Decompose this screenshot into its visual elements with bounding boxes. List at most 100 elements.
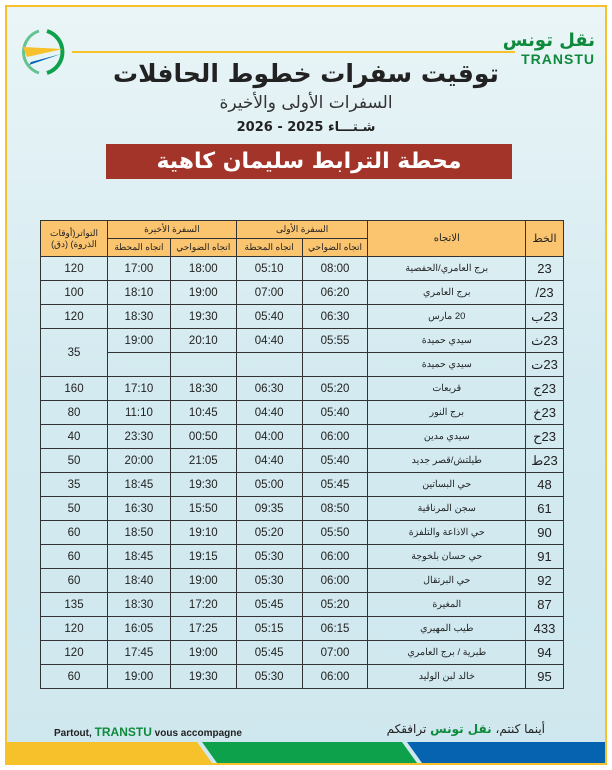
last-suburbs-cell: 19:10 bbox=[169, 520, 237, 545]
header-last-trip: السفرة الأخيرة bbox=[107, 220, 237, 239]
first-suburbs-cell: 08:00 bbox=[301, 256, 369, 281]
first-suburbs-cell: 06:00 bbox=[301, 424, 369, 449]
table-row: 23خ برج النور 05:40 04:40 10:45 11:10 80 bbox=[40, 400, 564, 425]
direction-cell: المغيرة bbox=[367, 592, 527, 617]
table-row: 48 حي البساتين 05:45 05:00 19:30 18:45 35 bbox=[40, 472, 564, 497]
frequency-cell: 35 bbox=[40, 328, 108, 377]
footer-slogan-ar: أينما كنتم، نقل تونس ترافقكم bbox=[387, 722, 545, 736]
first-station-cell bbox=[235, 352, 303, 377]
last-station-cell: 18:45 bbox=[107, 544, 171, 569]
direction-cell: حي حسان بلخوجة bbox=[367, 544, 527, 569]
first-station-cell: 05:40 bbox=[235, 304, 303, 329]
slogan-text: Partout, bbox=[54, 728, 95, 739]
last-suburbs-cell: 21:05 bbox=[169, 448, 237, 473]
direction-cell: طيب المهيري bbox=[367, 616, 527, 641]
first-station-cell: 05:30 bbox=[235, 568, 303, 593]
table-row: 94 طبرية / برج العامري 07:00 05:45 19:00 17:4… bbox=[40, 640, 564, 665]
first-station-cell: 04:40 bbox=[235, 400, 303, 425]
brand-logo: نقل تونس TRANSTU bbox=[503, 31, 595, 68]
line-cell: 23ب bbox=[525, 304, 564, 329]
last-suburbs-cell: 19:30 bbox=[169, 472, 237, 497]
frequency-cell: 160 bbox=[40, 376, 108, 401]
last-station-cell: 18:50 bbox=[107, 520, 171, 545]
first-suburbs-cell: 05:40 bbox=[301, 400, 369, 425]
last-suburbs-cell: 19:30 bbox=[169, 664, 237, 689]
frequency-cell: 50 bbox=[40, 496, 108, 521]
color-stripes bbox=[7, 742, 605, 763]
table-row: 23ج قربعات 05:20 06:30 18:30 17:10 160 bbox=[40, 376, 564, 401]
last-station-cell: 17:45 bbox=[107, 640, 171, 665]
last-station-cell: 11:10 bbox=[107, 400, 171, 425]
direction-cell: سيدي مدين bbox=[367, 424, 527, 449]
frequency-cell: 120 bbox=[40, 256, 108, 281]
first-station-cell: 05:30 bbox=[235, 544, 303, 569]
first-station-cell: 06:30 bbox=[235, 376, 303, 401]
first-station-cell: 05:30 bbox=[235, 664, 303, 689]
line-cell: 23ت bbox=[525, 352, 564, 377]
slogan-text: أينما كنتم، bbox=[491, 722, 545, 736]
frequency-cell: 40 bbox=[40, 424, 108, 449]
last-suburbs-cell: 17:25 bbox=[169, 616, 237, 641]
table-row: 92 حي البرتقال 06:00 05:30 19:00 18:40 60 bbox=[40, 568, 564, 593]
last-suburbs-cell: 17:20 bbox=[169, 592, 237, 617]
footer-slogan-fr: Partout, TRANSTU vous accompagne bbox=[54, 725, 242, 739]
first-suburbs-cell: 05:20 bbox=[301, 376, 369, 401]
line-cell: 23ث bbox=[525, 328, 564, 353]
table-row: 433 طيب المهيري 06:15 05:15 17:25 16:05 120 bbox=[40, 616, 564, 641]
slogan-text: ترافقكم bbox=[386, 722, 431, 736]
yellow-stripe bbox=[7, 742, 212, 763]
direction-cell: حي الاذاعة والتلفزة bbox=[367, 520, 527, 545]
first-suburbs-cell: 05:45 bbox=[301, 472, 369, 497]
first-station-cell: 05:45 bbox=[235, 640, 303, 665]
frequency-cell: 100 bbox=[40, 280, 108, 305]
last-suburbs-cell: 19:00 bbox=[169, 568, 237, 593]
first-station-cell: 05:20 bbox=[235, 520, 303, 545]
station-banner: محطة الترابط سليمان كاهية bbox=[106, 144, 512, 179]
last-suburbs-cell: 18:30 bbox=[169, 376, 237, 401]
line-cell: 23/ bbox=[525, 280, 564, 305]
first-station-cell: 05:00 bbox=[235, 472, 303, 497]
last-suburbs-cell: 20:10 bbox=[169, 328, 237, 353]
first-station-cell: 05:15 bbox=[235, 616, 303, 641]
first-station-cell: 05:45 bbox=[235, 592, 303, 617]
frequency-cell: 60 bbox=[40, 568, 108, 593]
first-station-cell: 09:35 bbox=[235, 496, 303, 521]
table-row: 87 المغيرة 05:20 05:45 17:20 18:30 135 bbox=[40, 592, 564, 617]
header-last-suburbs: اتجاه الضواحي bbox=[169, 238, 237, 257]
line-cell: 23ح bbox=[525, 424, 564, 449]
first-station-cell: 04:40 bbox=[235, 328, 303, 353]
direction-cell: 20 مارس bbox=[367, 304, 527, 329]
first-suburbs-cell bbox=[301, 352, 369, 377]
first-station-cell: 04:00 bbox=[235, 424, 303, 449]
first-suburbs-cell: 06:00 bbox=[301, 544, 369, 569]
line-cell: 91 bbox=[525, 544, 564, 569]
direction-cell: سجن المرناقية bbox=[367, 496, 527, 521]
first-suburbs-cell: 06:00 bbox=[301, 664, 369, 689]
last-station-cell: 18:40 bbox=[107, 568, 171, 593]
table-row: 23ح سيدي مدين 06:00 04:00 00:50 23:30 40 bbox=[40, 424, 564, 449]
frequency-cell: 135 bbox=[40, 592, 108, 617]
last-station-cell: 17:10 bbox=[107, 376, 171, 401]
first-suburbs-cell: 08:50 bbox=[301, 496, 369, 521]
first-station-cell: 04:40 bbox=[235, 448, 303, 473]
frequency-cell: 60 bbox=[40, 544, 108, 569]
table-row: 23ط طيلتش/قصر جديد 05:40 04:40 21:05 20:00 50 bbox=[40, 448, 564, 473]
direction-cell: برج العامري/الحفصية bbox=[367, 256, 527, 281]
frequency-cell: 80 bbox=[40, 400, 108, 425]
header-frequency: التواتر(أوقات الذروة) (دق) bbox=[40, 220, 108, 257]
last-station-cell bbox=[107, 352, 171, 377]
page-subtitle: السفرات الأولى والأخيرة bbox=[219, 93, 393, 113]
first-suburbs-cell: 05:50 bbox=[301, 520, 369, 545]
line-cell: 433 bbox=[525, 616, 564, 641]
page-title: توقيت سفرات خطوط الحافلات bbox=[113, 59, 499, 88]
first-suburbs-cell: 05:20 bbox=[301, 592, 369, 617]
last-station-cell: 17:00 bbox=[107, 256, 171, 281]
frequency-cell: 120 bbox=[40, 616, 108, 641]
last-suburbs-cell: 19:00 bbox=[169, 640, 237, 665]
frequency-cell: 50 bbox=[40, 448, 108, 473]
header-rule bbox=[72, 51, 515, 53]
last-station-cell: 16:05 bbox=[107, 616, 171, 641]
line-cell: 95 bbox=[525, 664, 564, 689]
line-cell: 90 bbox=[525, 520, 564, 545]
blue-stripe bbox=[407, 742, 605, 763]
